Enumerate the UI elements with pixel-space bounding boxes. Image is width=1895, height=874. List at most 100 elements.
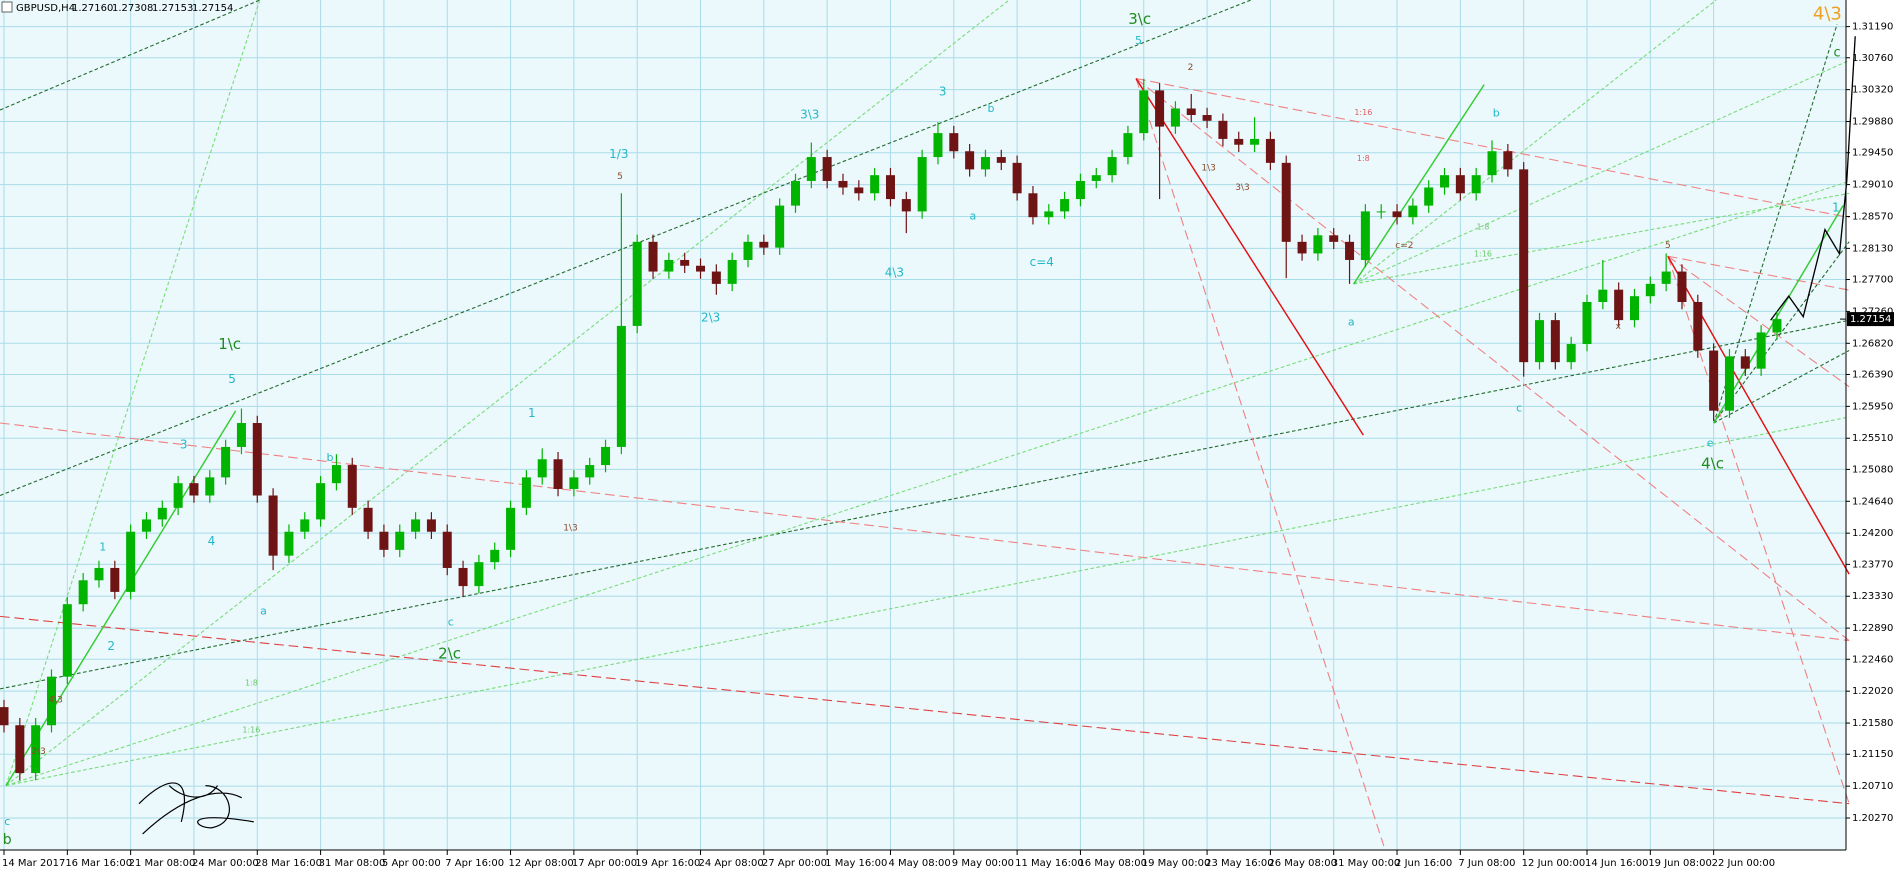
wave-label: c (448, 615, 454, 628)
candle-body (1012, 162, 1022, 194)
wave-label: a (1348, 316, 1355, 329)
candle-body (284, 531, 294, 556)
candle-body (1234, 138, 1244, 145)
candle-body (94, 567, 104, 581)
wave-label: e (1707, 437, 1714, 450)
candle-body (1202, 115, 1212, 121)
x-tick-label: 2 Jun 16:00 (1395, 858, 1452, 869)
x-tick-label: 19 May 00:00 (1142, 858, 1211, 869)
wave-label: 5 (1135, 34, 1142, 47)
candle-body (838, 180, 848, 188)
wave-label: 3 (180, 437, 188, 451)
candle-body (553, 459, 563, 489)
candle-body (221, 446, 231, 478)
wave-label: c (4, 815, 10, 828)
y-tick-label: 1.30320 (1852, 85, 1893, 96)
wave-labels: 1\c2\c3\c4\c4\3cb1/33\334\32\3c=4abce15a… (3, 4, 1842, 848)
wave-label: 5 (617, 172, 623, 182)
candle-body (1028, 193, 1038, 218)
y-tick-label: 1.28570 (1852, 211, 1893, 222)
trend-line (1353, 84, 1485, 285)
candle-body (980, 157, 990, 170)
x-tick-label: 19 Jun 08:00 (1648, 858, 1712, 869)
candle-body (743, 241, 753, 260)
fan-line (5, 416, 1850, 787)
candle-body (1614, 289, 1624, 321)
wave-label: b (3, 832, 12, 848)
wave-label: 1 (1832, 200, 1840, 214)
wave-label: c=4 (1030, 255, 1054, 269)
y-tick-label: 1.29450 (1852, 148, 1893, 159)
wave-label: 1 (99, 540, 106, 553)
fan-line (1667, 255, 1850, 388)
signature (138, 782, 254, 835)
x-tick-label: 23 May 16:00 (1205, 858, 1274, 869)
wave-label: 5 (228, 372, 236, 386)
candle-body (822, 157, 832, 181)
candle-body (537, 459, 547, 478)
candle-body (1471, 175, 1481, 194)
quote-value: 1.27153 (152, 3, 193, 14)
trend-line (0, 422, 1850, 642)
candle-body (870, 175, 880, 194)
candles (0, 78, 1782, 781)
x-tick-label: 1 May 16:00 (825, 858, 887, 869)
candle-body (331, 465, 341, 484)
candle-body (379, 531, 389, 550)
x-tick-label: 17 Apr 00:00 (572, 858, 637, 869)
y-tick-label: 1.25510 (1852, 433, 1893, 444)
candle-body (411, 519, 421, 532)
candle-body (1756, 332, 1766, 369)
candle-body (1218, 120, 1228, 139)
candle-body (157, 507, 167, 520)
candle-body (1709, 350, 1719, 411)
y-tick-label: 1.22020 (1852, 686, 1893, 697)
wave-label: 4 (208, 534, 216, 548)
trend-line (1135, 78, 1364, 436)
candle-body (1313, 235, 1323, 254)
candle-body (1392, 211, 1402, 218)
candle-body (1345, 241, 1355, 260)
candle-body (569, 477, 579, 489)
y-tick-label: 1.23770 (1852, 559, 1893, 570)
y-tick-label: 1.23330 (1852, 591, 1893, 602)
candle-body (917, 157, 927, 212)
candle-body (300, 519, 310, 532)
fan-line (1667, 255, 1850, 291)
candle-body (885, 175, 895, 200)
y-tick-label: 1.31190 (1852, 22, 1893, 33)
x-tick-label: 9 May 00:00 (952, 858, 1014, 869)
wave-label: 3\3 (800, 107, 819, 121)
candle-body (78, 580, 88, 605)
candle-body (727, 259, 737, 284)
candle-body (1170, 108, 1180, 127)
x-tick-label: 14 Jun 16:00 (1585, 858, 1649, 869)
y-tick-label: 1.29880 (1852, 117, 1893, 128)
wave-label: 2\c (438, 644, 461, 662)
y-tick-label: 1.24200 (1852, 528, 1893, 539)
wave-label: 5 (1665, 241, 1671, 251)
wave-label: c (1833, 46, 1840, 61)
chart-title: GBPUSD,H4 (16, 3, 75, 14)
candle-body (1582, 301, 1592, 345)
fan-label: 1:8 (1357, 154, 1370, 163)
candle-body (1693, 301, 1703, 351)
fan-line (1713, 350, 1850, 424)
candle-body (616, 325, 626, 447)
candle-body (1550, 320, 1560, 363)
candle-body (965, 151, 975, 170)
candle-body (1598, 289, 1608, 302)
candle-body (1661, 271, 1671, 284)
projection-path (1770, 36, 1856, 321)
fan-line (1353, 192, 1850, 285)
x-tick-label: 4 May 08:00 (888, 858, 950, 869)
x-tick-label: 28 Mar 16:00 (255, 858, 322, 869)
candle-body (490, 549, 500, 563)
wave-label: x (1616, 322, 1622, 332)
y-tick-label: 1.29010 (1852, 180, 1893, 191)
y-tick-label: 1.22460 (1852, 654, 1893, 665)
candle-body (1566, 344, 1576, 363)
candle-body (1740, 356, 1750, 369)
candle-body (173, 483, 183, 508)
wave-label: 1/3 (609, 147, 628, 161)
